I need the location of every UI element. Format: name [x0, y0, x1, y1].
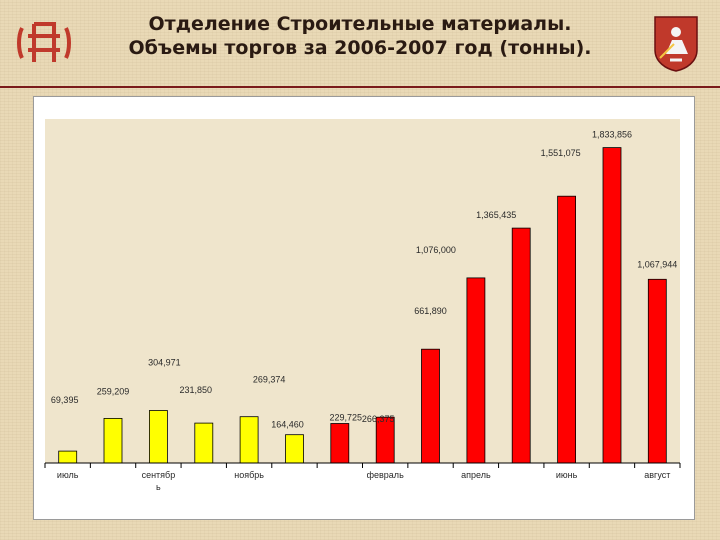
bar-12 — [557, 195, 576, 464]
x-tick-label-3: сентябр ь — [142, 470, 176, 492]
x-tick-label-12: июнь — [556, 470, 578, 480]
data-label-6: 164,460 — [271, 420, 304, 430]
bar-10 — [466, 277, 486, 464]
data-label-12: 1,551,075 — [541, 148, 581, 158]
data-label-3: 304,971 — [148, 358, 181, 368]
data-label-4: 231,850 — [180, 385, 213, 395]
data-label-11: 1,365,435 — [476, 210, 516, 220]
plot-area — [45, 119, 680, 463]
x-tick-label-8: февраль — [367, 470, 404, 480]
data-label-9: 661,890 — [414, 306, 447, 316]
x-tick-label-14: август — [644, 470, 670, 480]
exchange-logo-icon — [17, 22, 71, 62]
bar-6 — [285, 434, 304, 464]
data-label-10: 1,076,000 — [416, 245, 456, 255]
data-label-7: 229,725 — [330, 413, 363, 423]
moscow-coat-of-arms-icon — [654, 16, 698, 72]
data-label-13: 1,833,856 — [592, 130, 632, 140]
data-label-5: 269,374 — [253, 375, 286, 385]
bar-5 — [239, 416, 259, 464]
chart-panel: 69,395 июль 259,209 304,971 сентябр ь 231,850 2… — [33, 96, 695, 520]
x-tick-label-1: июль — [57, 470, 79, 480]
bar-1 — [58, 450, 78, 464]
bar-2 — [103, 417, 123, 464]
bar-7 — [330, 423, 350, 464]
x-tick-label-10: апрель — [461, 470, 491, 480]
title-line-1: Отделение Строительные материалы. — [148, 13, 572, 35]
data-label-14: 1,067,944 — [637, 259, 677, 269]
header: Отделение Строительные материалы. Объемы… — [0, 0, 720, 88]
slide-title: Отделение Строительные материалы. Объемы… — [100, 12, 620, 60]
bar-14 — [647, 278, 667, 464]
x-tick-label-5: ноябрь — [234, 470, 264, 480]
bar-chart: 69,395 июль 259,209 304,971 сентябр ь 231,850 2… — [44, 119, 681, 492]
title-line-2: Объемы торгов за 2006-2007 год (тонны). — [128, 37, 592, 59]
data-label-1: 69,395 — [51, 395, 79, 405]
bar-3 — [149, 410, 168, 464]
data-label-8: 266,375 — [362, 414, 395, 424]
bar-4 — [194, 422, 214, 464]
bar-9 — [421, 348, 440, 464]
bar-13 — [602, 147, 622, 464]
bar-11 — [511, 227, 531, 464]
data-label-2: 259,209 — [97, 386, 130, 396]
